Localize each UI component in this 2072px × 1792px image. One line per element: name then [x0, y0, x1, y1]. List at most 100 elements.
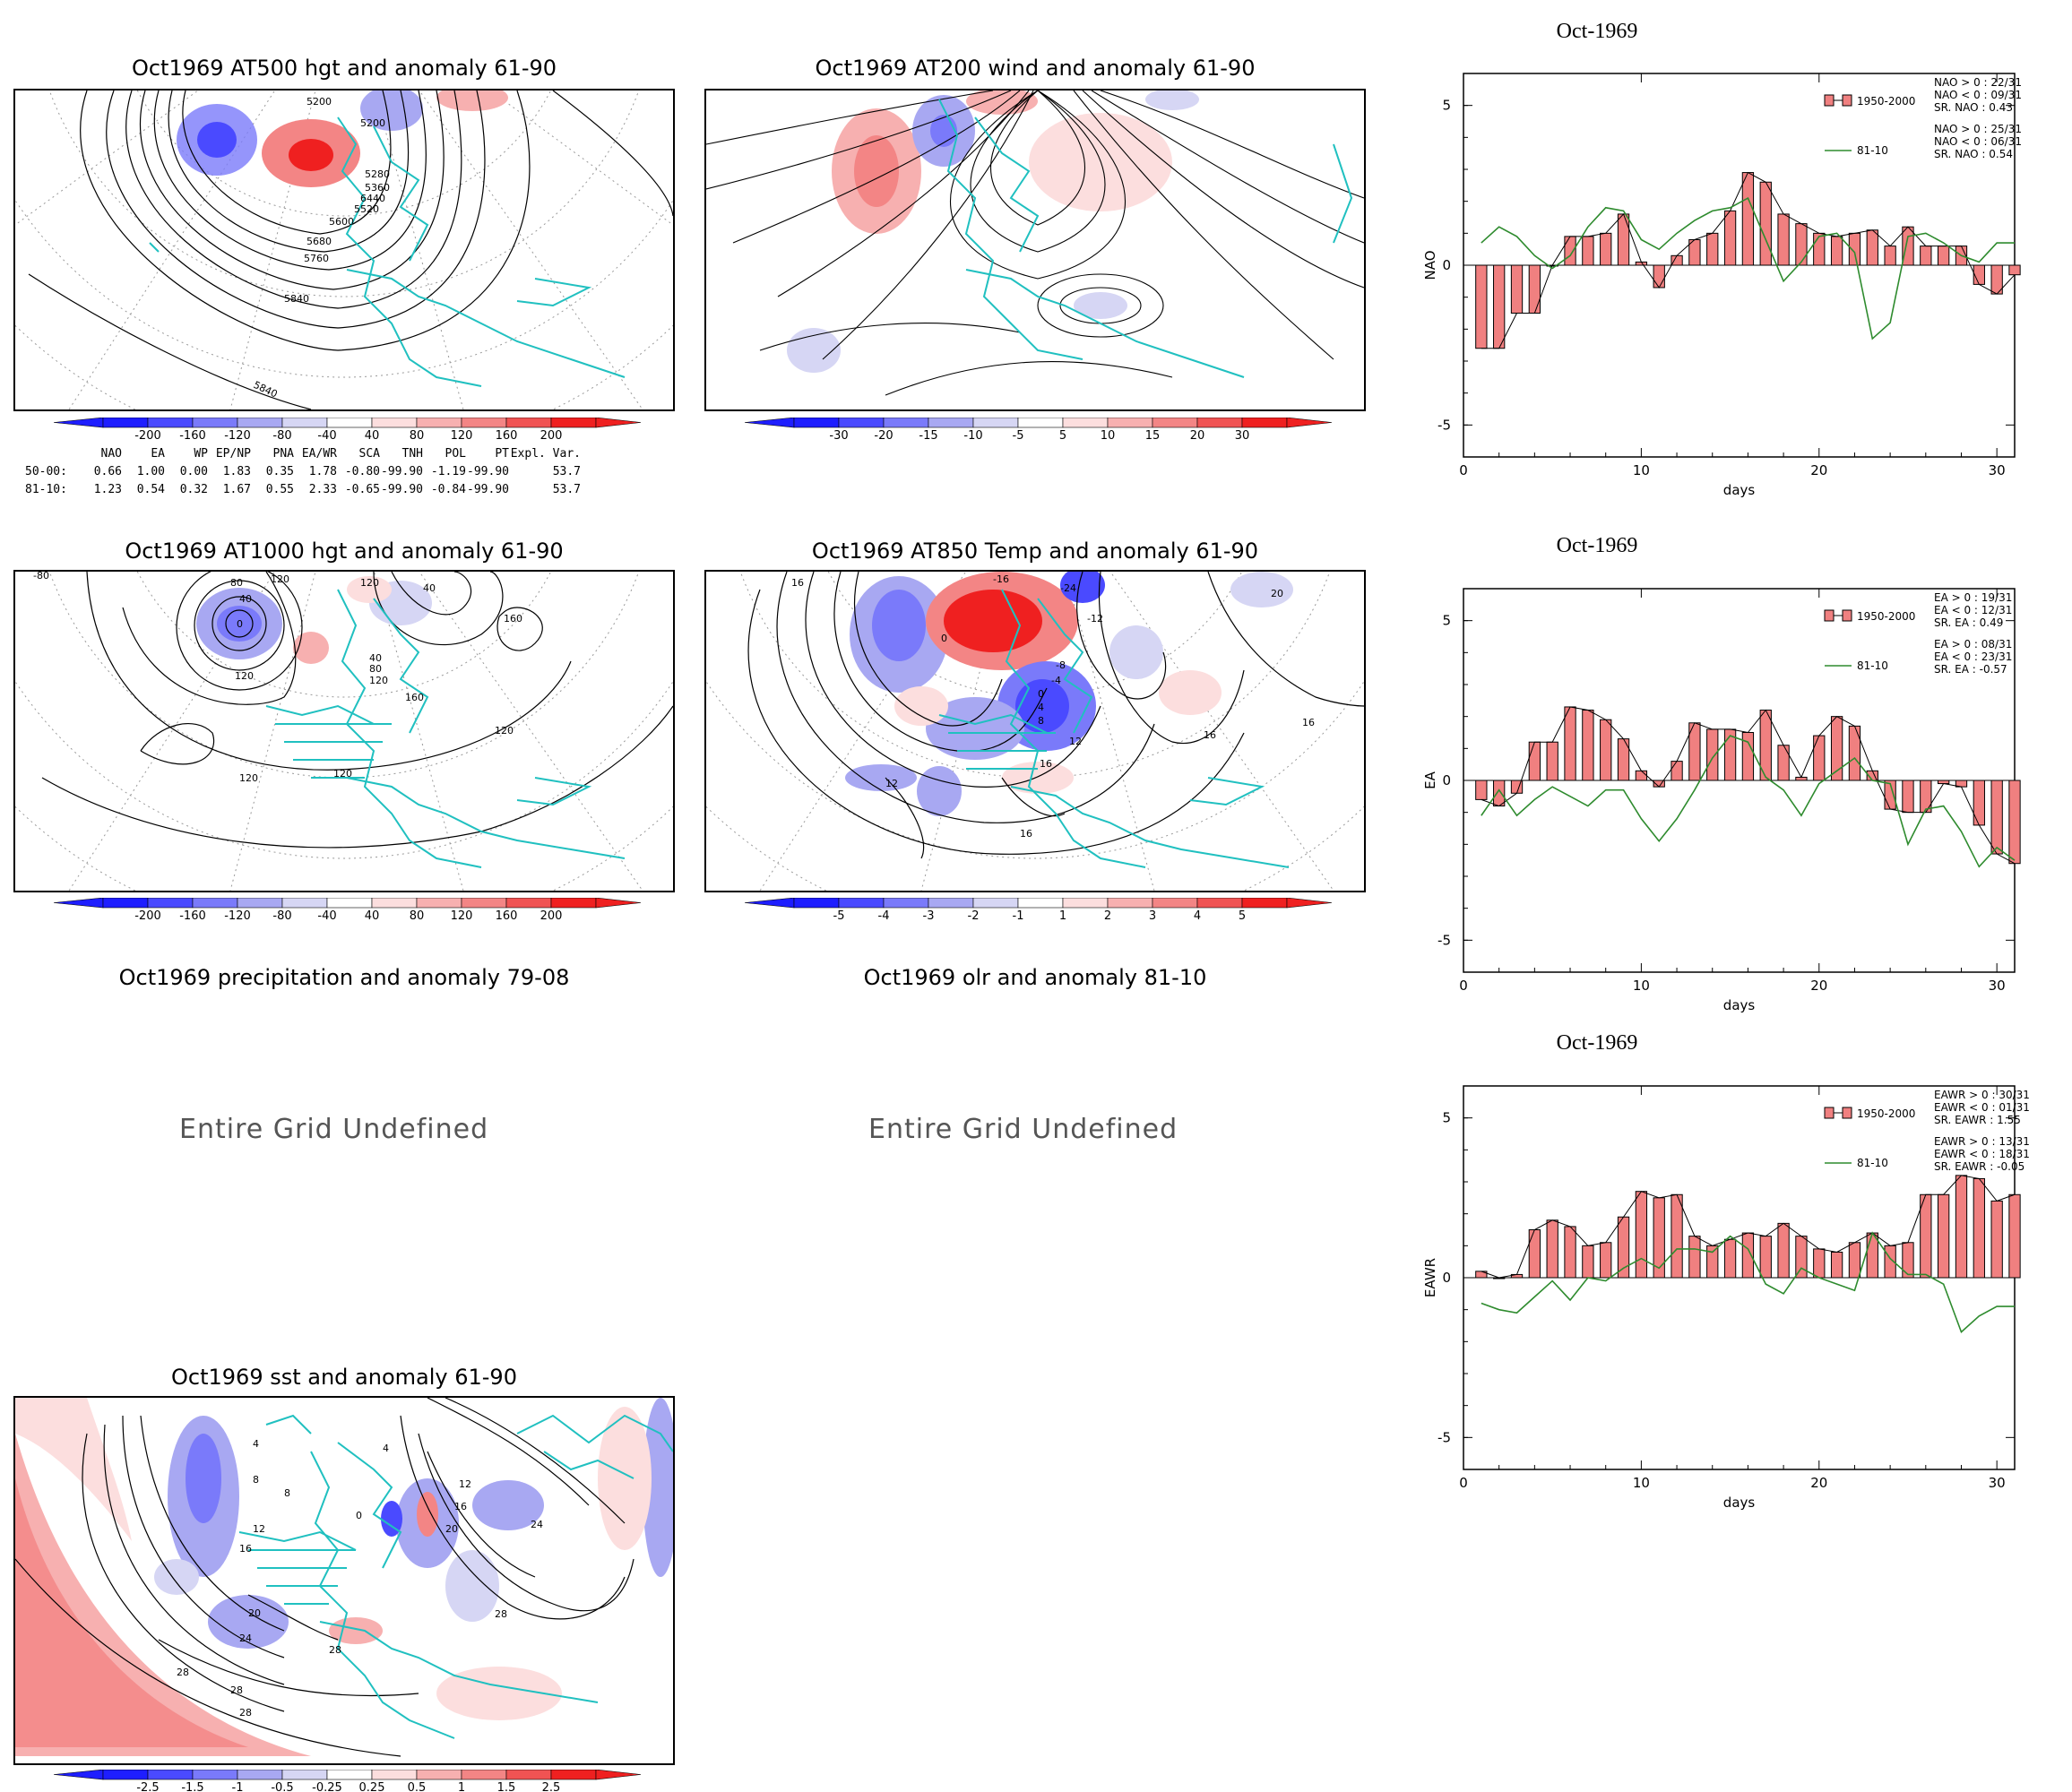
- contour-label: 12: [459, 1478, 471, 1490]
- x-tick-label: 20: [1810, 1475, 1827, 1491]
- bar: [1920, 780, 1932, 814]
- contour-label: -4: [1051, 675, 1061, 686]
- colorbar-tick-label: 3: [1149, 909, 1156, 923]
- stats-text: SR. EAWR : -0.05: [1934, 1160, 2025, 1173]
- contour-label: 5840: [284, 293, 309, 305]
- colorbar-tick-label: -15: [919, 429, 937, 443]
- colorbar-segment: [1152, 898, 1198, 909]
- colorbar-arrow-right: [595, 418, 642, 428]
- contour-label: 120: [239, 772, 258, 784]
- polar-grid: [15, 572, 673, 891]
- colorbar-tick-label: 200: [540, 429, 563, 443]
- header-cell: SCA: [358, 447, 380, 461]
- value-cell: -99.90: [467, 465, 509, 478]
- map-sst: 4 8 12 16 20 24 28 28 28 24 28 20 16 12 …: [13, 1396, 675, 1765]
- value-cell: 1.83: [222, 465, 251, 478]
- bar: [1955, 1175, 1968, 1279]
- colorbar-segment: [1196, 418, 1243, 428]
- bar: [2008, 264, 2021, 276]
- colorbar-tick-label: -10: [963, 429, 982, 443]
- contour-label: 20: [248, 1607, 261, 1619]
- colorbar-tick-label: 160: [496, 909, 518, 923]
- ts-chart-eawr: 5 0 -5 0 10 20 30 EAWR days 1950-2000 81-10 EAWR > …: [1422, 1085, 2030, 1511]
- colorbar-tick-label: -1: [1013, 909, 1024, 923]
- colorbar-segment: [1241, 898, 1288, 909]
- colorbar-segment: [1017, 418, 1064, 428]
- contour-label: -16: [993, 573, 1009, 585]
- y-tick-label: 0: [1442, 772, 1451, 788]
- colorbar-tick-label: -80: [272, 429, 291, 443]
- colorbar-segment: [1241, 418, 1288, 428]
- x-tick-label: 20: [1810, 978, 1827, 994]
- bar: [1671, 1193, 1683, 1279]
- y-tick-label: 0: [1442, 257, 1451, 273]
- colorbar-arrow-right: [595, 898, 642, 909]
- contour-label: 24: [531, 1519, 543, 1530]
- colorbar-segment: [326, 1770, 373, 1780]
- colorbar-tick-label: -160: [179, 429, 206, 443]
- contour-label: 8: [253, 1474, 259, 1486]
- bar: [1777, 745, 1790, 781]
- bar: [1617, 213, 1630, 266]
- contour-label: 4: [1038, 702, 1044, 713]
- ts-title-ea: Oct-1969: [1556, 534, 1638, 557]
- contour-label: 160: [504, 613, 522, 625]
- bar: [1741, 732, 1755, 781]
- x-tick-label: 0: [1459, 978, 1468, 994]
- bar: [1475, 264, 1488, 349]
- colorbar-segment: [192, 898, 238, 909]
- bar: [1866, 229, 1878, 266]
- contour-labels: 80 120 40 0 120 120 40 160 40 80 120 160…: [33, 572, 522, 784]
- colorbar-tick-label: 30: [1235, 429, 1250, 443]
- colorbar-segment: [281, 418, 328, 428]
- contour-label: 16: [1204, 729, 1216, 741]
- bar: [1902, 1242, 1914, 1279]
- map-at200: [704, 89, 1366, 411]
- value-cell: -99.90: [381, 465, 423, 478]
- colorbar-segment: [147, 1770, 194, 1780]
- colorbar-segment: [326, 418, 373, 428]
- index-table-header: NAO EA WP EP/NP PNA EA/WR SCA TNH POL PT…: [25, 445, 581, 463]
- contour-label: 28: [177, 1667, 189, 1678]
- bar: [1830, 236, 1843, 266]
- colorbar-tick-label: -40: [317, 429, 336, 443]
- bar: [1990, 780, 2003, 855]
- colorbar-segment: [147, 898, 194, 909]
- colorbar-tick-label: 0.5: [408, 1781, 427, 1791]
- bar: [1528, 741, 1541, 781]
- colorbar-arrow-left: [745, 418, 795, 428]
- contour-label: 16: [791, 577, 804, 589]
- map-at1000: 80 120 40 0 120 120 40 160 40 80 120 160…: [13, 570, 675, 892]
- colorbar-segment: [192, 418, 238, 428]
- bar: [1884, 246, 1896, 266]
- contour-label: 6440: [360, 193, 385, 204]
- bar: [1759, 181, 1772, 266]
- colorbar-arrow-left: [54, 1770, 104, 1780]
- map-at500: 5200 5200 5280 5360 6440 5520 5600 5680 …: [13, 89, 675, 411]
- bar: [1902, 780, 1914, 814]
- value-cell: -99.90: [467, 483, 509, 496]
- colorbar-segment: [1107, 898, 1153, 909]
- colorbar-segment: [550, 898, 597, 909]
- map-title-sst: Oct1969 sst and anomaly 61-90: [171, 1365, 517, 1390]
- colorbar-arrow-left: [54, 418, 104, 428]
- undefined-message-precip: Entire Grid Undefined: [179, 1114, 489, 1145]
- index-table-row: 50-00: 0.66 1.00 0.00 1.83 0.35 1.78 -0.…: [25, 463, 581, 481]
- bar: [1528, 264, 1541, 314]
- bar: [1653, 264, 1665, 289]
- colorbar-tick-label: -160: [179, 909, 206, 923]
- series-line-81-10: [1481, 1231, 2015, 1334]
- contour-label: 5680: [306, 236, 332, 247]
- bar: [1973, 780, 1985, 826]
- colorbar-tick-label: 4: [1194, 909, 1201, 923]
- series-line-81-10: [1481, 735, 2016, 868]
- y-tick-label: 5: [1442, 613, 1451, 629]
- bar-outline-line: [1481, 171, 2016, 349]
- coastline: [149, 116, 626, 387]
- colorbar-at200: -30 -20 -15 -10 -5 5 10 15 20 30: [745, 418, 1333, 443]
- colorbar-segment: [371, 418, 418, 428]
- colorbar-arrow-right: [1286, 418, 1333, 428]
- bar-outline-line: [1481, 706, 2016, 865]
- y-axis-label: EA: [1422, 771, 1438, 788]
- bar: [1920, 246, 1932, 266]
